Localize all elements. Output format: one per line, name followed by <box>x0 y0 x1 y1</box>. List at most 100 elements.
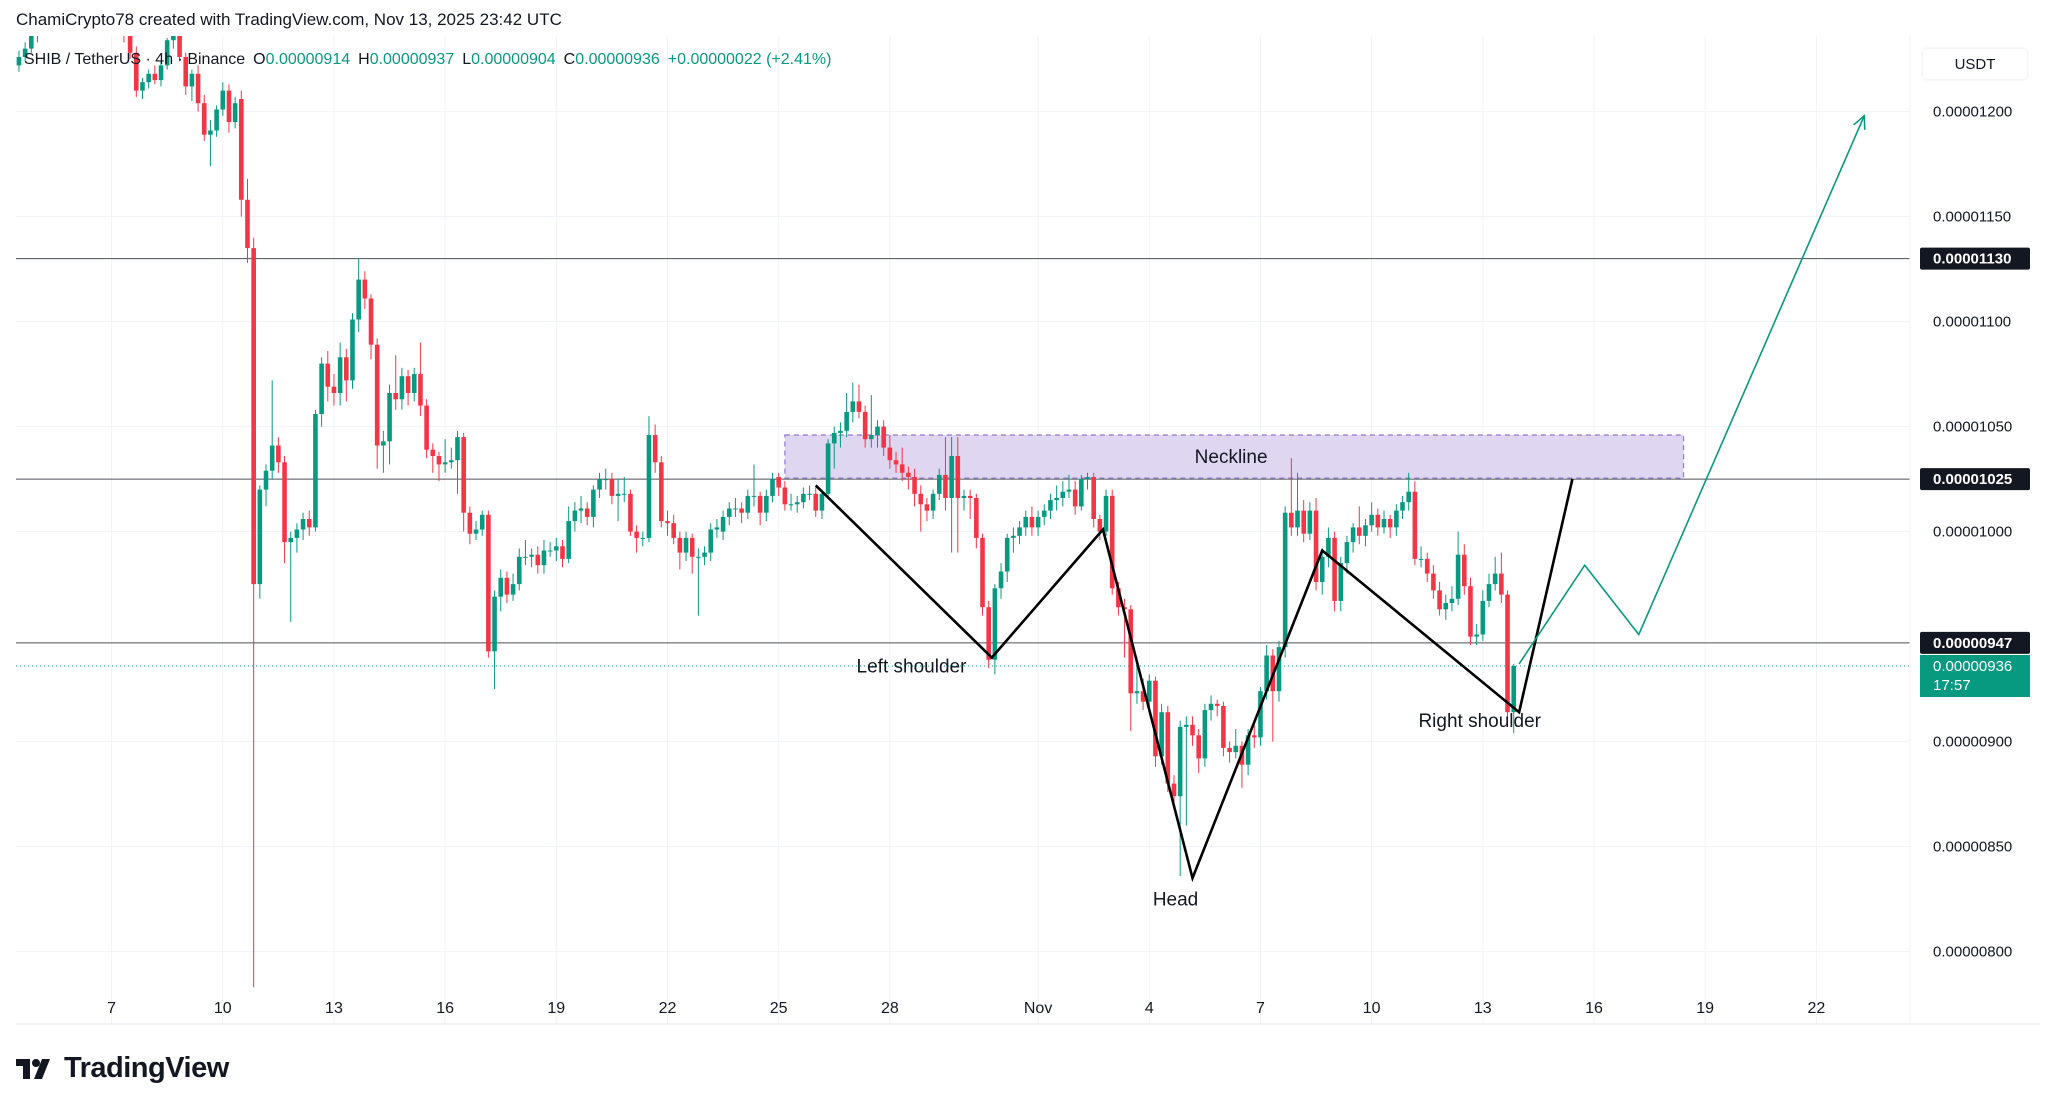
candle <box>1023 510 1029 536</box>
candle <box>708 523 714 561</box>
candle-body <box>1350 527 1356 543</box>
candle-body <box>535 554 541 566</box>
candle-body <box>356 279 361 320</box>
candle-body <box>949 456 954 498</box>
candle <box>1499 552 1504 603</box>
symbol-name[interactable]: SHIB / TetherUS · 4h · Binance <box>24 51 246 68</box>
neckline-zone[interactable]: Neckline <box>784 434 1685 479</box>
candle-body <box>609 479 615 496</box>
candle <box>541 540 547 574</box>
candle <box>1190 716 1195 746</box>
candle <box>171 36 176 49</box>
candle-body <box>1017 527 1022 536</box>
candle-body <box>189 73 195 87</box>
projection-path[interactable] <box>1518 115 1865 665</box>
neckline-box[interactable] <box>784 434 1685 479</box>
candle-body <box>1146 680 1152 702</box>
candle-body <box>578 508 584 511</box>
close-label: C <box>563 51 576 68</box>
candle <box>529 548 534 568</box>
candle-body <box>208 130 213 135</box>
candle <box>29 36 34 53</box>
candle <box>1079 474 1084 511</box>
candle-body <box>41 11 46 24</box>
candle <box>961 489 967 511</box>
candle-body <box>1011 535 1016 538</box>
candle-body <box>1461 554 1467 587</box>
candle <box>1431 565 1436 599</box>
candle <box>152 65 158 85</box>
candle-body <box>918 493 924 505</box>
time-tick-label: 22 <box>659 1000 677 1017</box>
candle <box>140 78 145 99</box>
candle-body <box>288 537 294 543</box>
candle <box>1387 514 1393 538</box>
candle <box>1455 531 1461 606</box>
candle <box>251 237 256 988</box>
price-axis[interactable]: 0.00001200 0.00001150 0.00001100 0.00001050… <box>1920 104 2030 961</box>
candle-body <box>54 2 59 6</box>
candle <box>869 395 874 448</box>
pattern-drawings[interactable]: Left shoulder Head Right shoulder <box>814 114 1866 911</box>
candle-body <box>516 556 522 585</box>
candle-body <box>726 508 732 517</box>
low-value: 0.00000904 <box>471 51 556 68</box>
candle-body <box>720 516 726 532</box>
candle-body <box>1103 495 1109 532</box>
candle-body <box>239 99 244 200</box>
candle-body <box>1128 609 1134 694</box>
candle <box>461 432 466 532</box>
candle <box>1184 716 1189 826</box>
candle-body <box>794 502 800 505</box>
candle <box>689 533 695 574</box>
neckline-label: Neckline <box>1195 447 1268 468</box>
candle <box>288 531 294 622</box>
time-tick-label: 7 <box>1256 1000 1265 1017</box>
price-tick-label: 0.00001050 <box>1933 419 2012 436</box>
time-axis[interactable]: 7 10 13 16 19 22 25 28 Nov 4 7 10 13 16 19 22 <box>107 1000 1825 1017</box>
candle-body <box>764 495 769 513</box>
candle-body <box>226 90 232 123</box>
candle-body <box>1035 516 1041 528</box>
candle <box>974 493 979 549</box>
candle-body <box>992 588 998 660</box>
pattern-label: Right shoulder <box>1418 711 1541 732</box>
candle <box>1424 552 1430 582</box>
tradingview-logo[interactable]: TradingView <box>16 1052 229 1085</box>
candle-body <box>1134 691 1140 694</box>
candle <box>263 464 269 507</box>
candle <box>109 2 114 23</box>
candle-body <box>1406 491 1411 503</box>
open-value: 0.00000914 <box>265 51 351 68</box>
candle-body <box>22 48 28 57</box>
candle <box>726 502 732 526</box>
candle <box>578 495 584 524</box>
candle <box>1221 701 1226 757</box>
candle <box>776 472 781 496</box>
candle-body <box>869 435 874 440</box>
candle <box>381 430 386 473</box>
head-and-shoulders-path[interactable] <box>814 478 1574 883</box>
currency-button[interactable]: USDT <box>1923 49 2027 79</box>
candle-body <box>621 493 627 495</box>
candle <box>411 367 417 402</box>
grid <box>16 36 1910 1024</box>
candle <box>621 477 627 503</box>
candle <box>1282 506 1288 658</box>
candle-body <box>634 531 639 538</box>
candle-body <box>109 7 114 18</box>
candle-body <box>1394 510 1399 528</box>
candle-body <box>856 401 862 412</box>
candle-body <box>164 40 170 66</box>
candle-body <box>195 73 201 104</box>
candle-body <box>313 414 318 528</box>
candle-body <box>220 90 226 110</box>
candle <box>48 0 53 17</box>
candle-body <box>541 550 547 566</box>
candle <box>226 84 232 133</box>
candle <box>1041 504 1047 526</box>
candle-body <box>1214 703 1220 706</box>
candle-body <box>677 537 683 553</box>
candle <box>924 498 930 522</box>
